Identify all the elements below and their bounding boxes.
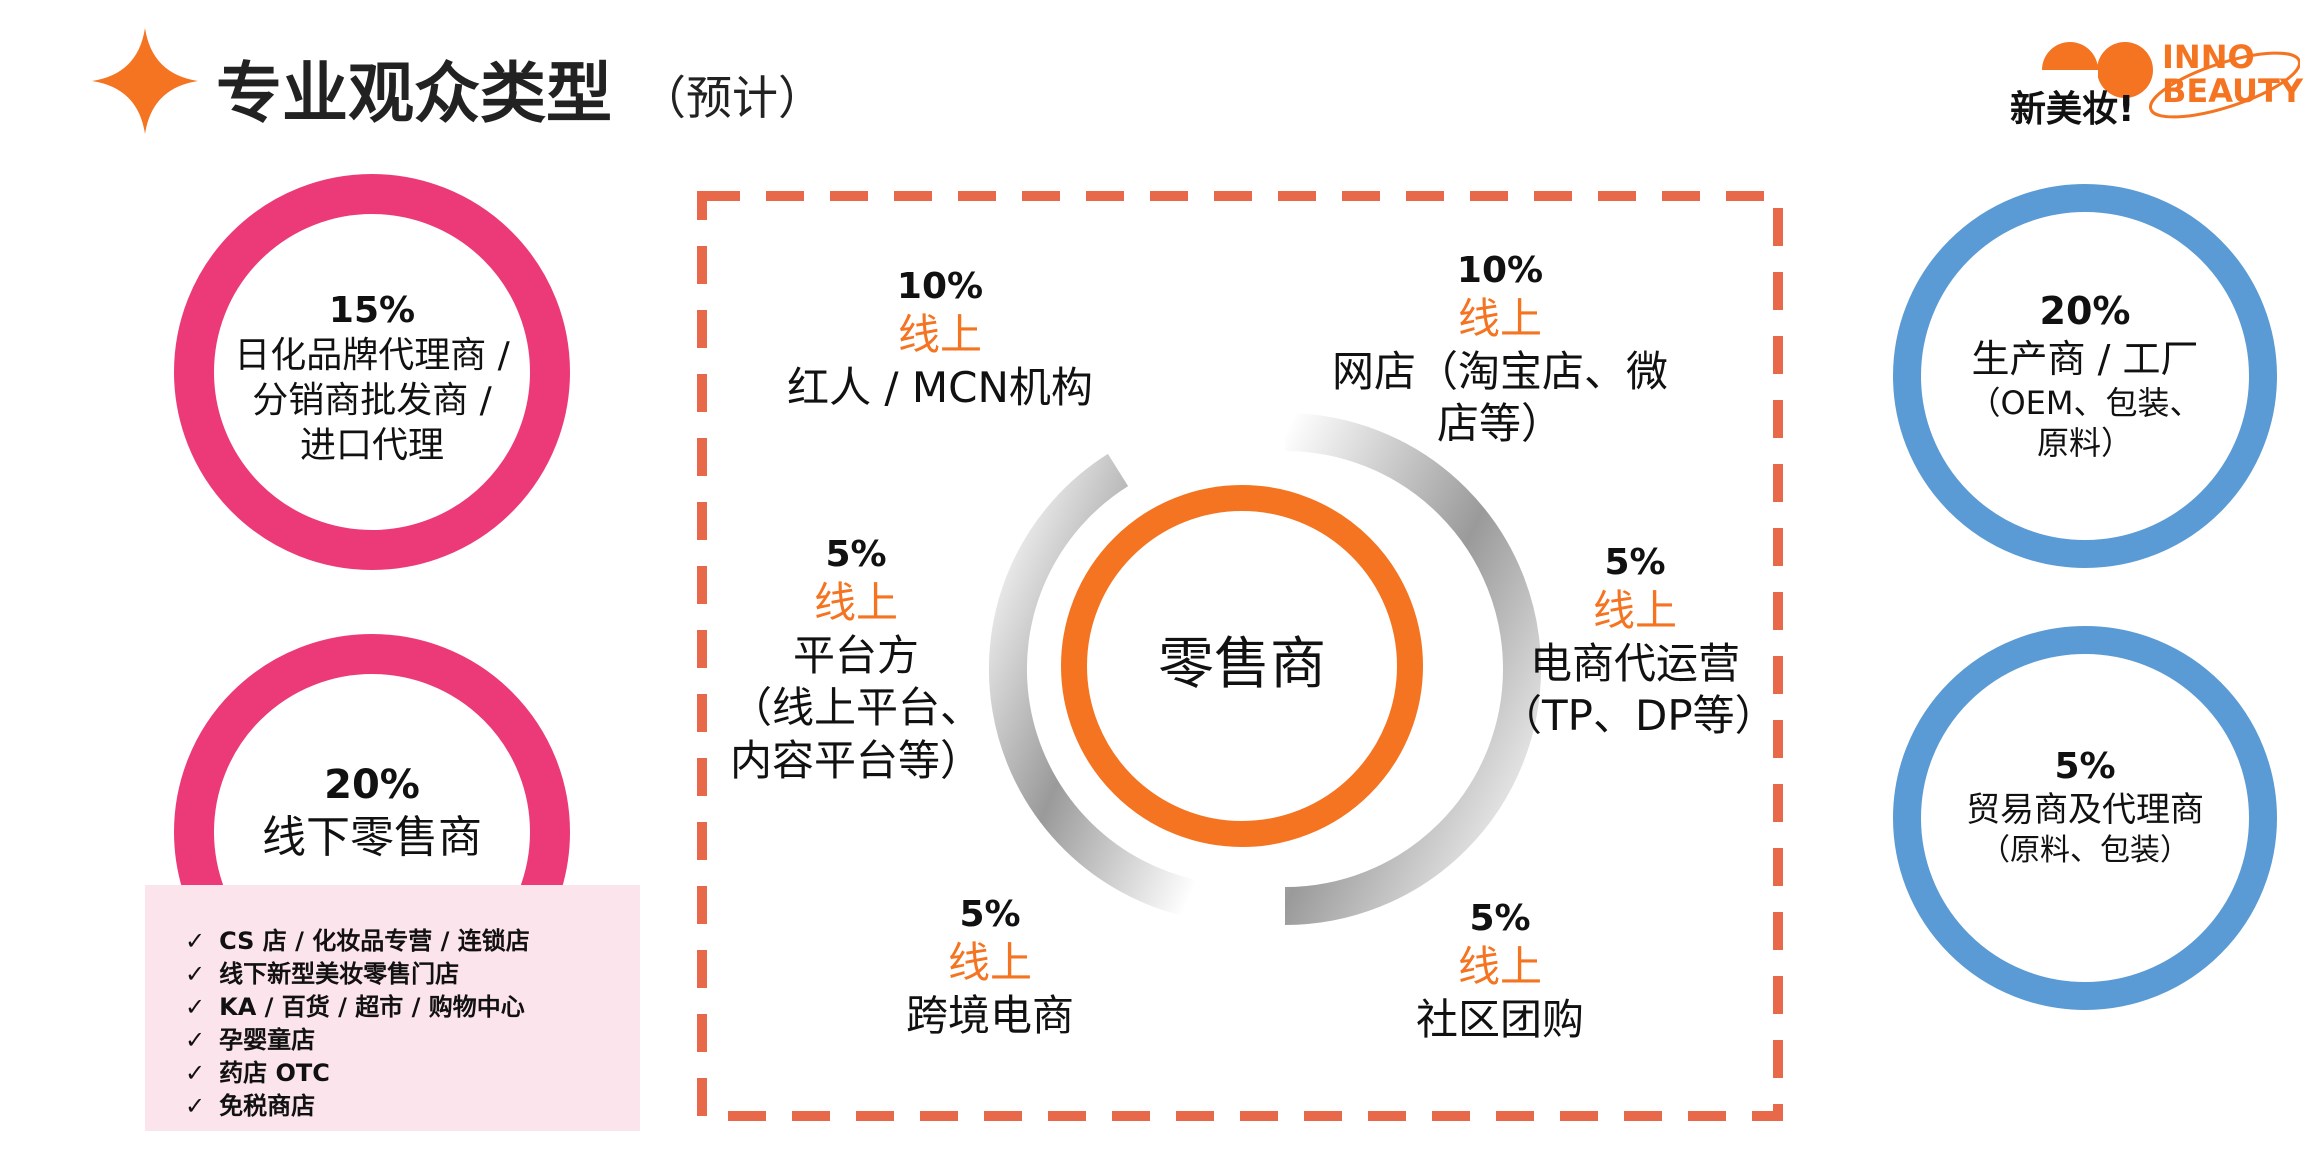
right-ring-1-line: 生产商 / 工厂 (1971, 336, 2199, 381)
left-ring-1-text: 15% 日化品牌代理商 / 分销商批发商 / 进口代理 (222, 288, 522, 468)
list-item: 孕婴童店 (185, 1024, 640, 1057)
segment-line: 红人 / MCN机构 (787, 362, 1093, 412)
segment-channel: 线上 (1592, 586, 1677, 635)
right-ring-1-line: 原料） (2036, 424, 2133, 462)
segment-pct: 10% (896, 266, 984, 307)
segment-channel: 线上 (1457, 294, 1542, 343)
left-ring-2-line: 线下零售商 (262, 812, 482, 863)
left-ring-1-pct: 15% (328, 290, 416, 331)
page-subtitle: （预计） (640, 71, 824, 125)
list-item: KA / 百货 / 超市 / 购物中心 (185, 991, 640, 1024)
center-ring (1061, 485, 1423, 847)
center-label: 零售商 (1158, 632, 1326, 697)
list-item: 药店 OTC (185, 1057, 640, 1090)
right-ring-2 (1893, 626, 2277, 1010)
list-item: 免税商店 (185, 1090, 640, 1123)
offline-retail-list: CS 店 / 化妆品专营 / 连锁店 线下新型美妆零售门店 KA / 百货 / … (145, 885, 640, 1123)
left-ring-1-line: 日化品牌代理商 / (234, 335, 510, 376)
segment-channel: 线上 (947, 938, 1032, 987)
segment-mcn: 10% 线上 红人 / MCN机构 (740, 264, 1140, 414)
offline-retail-bullet-box: CS 店 / 化妆品专营 / 连锁店 线下新型美妆零售门店 KA / 百货 / … (145, 885, 640, 1131)
right-ring-1-pct: 20% (2039, 289, 2131, 333)
segment-channel: 线上 (813, 578, 898, 627)
right-ring-1-text: 20% 生产商 / 工厂 （OEM、包装、 原料） (1925, 288, 2245, 463)
gray-arc-left (988, 453, 1195, 917)
segment-line: 电商代运营 (1529, 638, 1740, 688)
page-title: 专业观众类型 (216, 55, 612, 132)
segment-pct: 10% (1456, 250, 1544, 291)
segment-community: 5% 线上 社区团购 (1350, 896, 1650, 1046)
logo-en-line1: INNO (2162, 38, 2255, 76)
segment-platform: 5% 线上 平台方 （线上平台、 内容平台等） (706, 532, 1006, 787)
segment-pct: 5% (959, 894, 1021, 935)
logo-cn-text: 新美妆! (2010, 89, 2135, 130)
left-ring-1-line: 进口代理 (299, 425, 444, 466)
segment-pct: 5% (1469, 898, 1531, 939)
right-ring-2-line: 贸易商及代理商 (1966, 790, 2204, 830)
list-item: CS 店 / 化妆品专营 / 连锁店 (185, 925, 640, 958)
gray-arc-right (1284, 413, 1541, 925)
segment-line: 跨境电商 (905, 990, 1074, 1040)
left-ring-2-pct: 20% (324, 762, 420, 808)
segment-ecommerce-ops: 5% 线上 电商代运营 （TP、DP等） (1500, 540, 1777, 743)
right-ring-1 (1893, 184, 2277, 568)
right-ring-2-pct: 5% (2054, 746, 2116, 787)
left-ring-2-text: 20% 线下零售商 (222, 760, 522, 865)
segment-pct: 5% (1604, 542, 1666, 583)
dashed-frame (697, 191, 1783, 1121)
left-ring-1-line: 分销商批发商 / (252, 380, 492, 421)
segment-online-store: 10% 线上 网店（淘宝店、微 店等） (1290, 248, 1710, 451)
left-ring-1 (174, 174, 570, 570)
right-ring-2-line: （原料、包装） (1980, 832, 2190, 868)
segment-channel: 线上 (897, 310, 982, 359)
segment-line: 内容平台等） (729, 735, 982, 785)
right-ring-1-line: （OEM、包装、 (1968, 384, 2202, 422)
list-item: 线下新型美妆零售门店 (185, 958, 640, 991)
inno-beauty-logo: 新美妆! INNO BEAUTY (2010, 30, 2304, 130)
segment-line: （线上平台、 (729, 683, 982, 732)
segment-channel: 线上 (1457, 942, 1542, 991)
segment-pct: 5% (825, 534, 887, 575)
segment-line: 社区团购 (1415, 994, 1584, 1044)
segment-cross-border: 5% 线上 跨境电商 (840, 892, 1140, 1042)
logo-en-line2: BEAUTY (2162, 72, 2304, 110)
segment-line: 网店（淘宝店、微 (1331, 346, 1668, 396)
segment-line: 店等） (1436, 399, 1563, 448)
four-point-star-icon (92, 28, 198, 134)
right-ring-2-text: 5% 贸易商及代理商 （原料、包装） (1925, 744, 2245, 869)
segment-line: 平台方 (792, 630, 919, 680)
segment-line: （TP、DP等） (1500, 691, 1777, 740)
